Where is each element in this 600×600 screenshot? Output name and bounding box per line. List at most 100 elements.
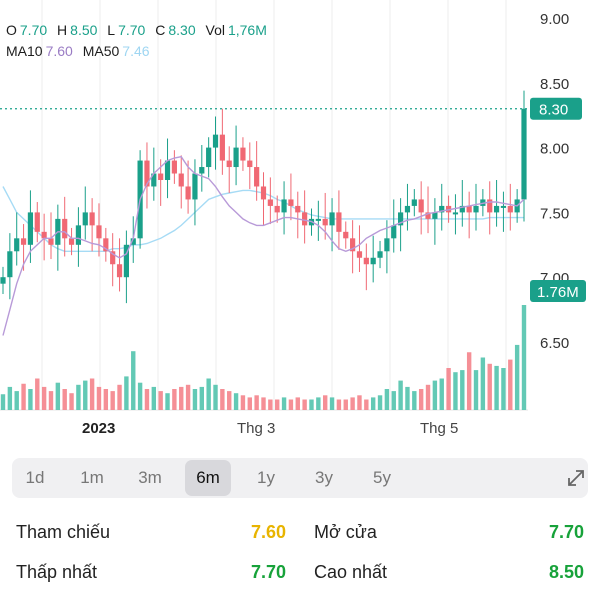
volume-bar <box>233 393 239 410</box>
ohlc-legend: O 7.70 H 8.50 L 7.70 C 8.30 Vol 1,76M <box>6 22 273 38</box>
close-value: 8.30 <box>168 22 196 38</box>
high-value: 8.50 <box>70 22 98 38</box>
candle-body <box>144 160 150 187</box>
volume-value: 1,76M <box>227 22 267 38</box>
candle-body <box>507 205 513 213</box>
candle-body <box>7 251 13 278</box>
volume-bar <box>158 391 163 410</box>
low-price-value: 7.70 <box>250 562 286 582</box>
candle-body <box>432 212 438 219</box>
volume-bar <box>69 393 74 410</box>
price-chart[interactable]: 9.008.508.007.507.006.50 2023 Thg 3 Thg 5 … <box>0 0 600 450</box>
ma10-key: MA10 <box>6 43 43 59</box>
volume-bar <box>432 380 438 410</box>
volume-bar <box>288 399 294 410</box>
volume-bar <box>7 386 13 410</box>
volume-bar <box>329 397 335 410</box>
candle-body <box>411 199 417 206</box>
candle-body <box>329 212 335 226</box>
ma10-line <box>2 155 525 336</box>
expand-icon[interactable] <box>558 460 594 496</box>
volume-bar <box>446 368 451 410</box>
candle-body <box>226 160 232 168</box>
reference-value: 7.60 <box>250 522 286 542</box>
volume-bar <box>76 384 81 410</box>
candle-body <box>171 160 177 174</box>
volume-bar <box>0 394 6 410</box>
open-label: Mở cửa <box>314 522 377 542</box>
volume-bar <box>103 389 109 410</box>
candle-body <box>48 238 54 245</box>
candle-body <box>212 134 219 148</box>
tab-6m[interactable]: 6m <box>185 460 231 496</box>
candle-body <box>41 231 47 239</box>
volume-bar <box>473 370 479 410</box>
candle-body <box>103 238 109 252</box>
volume-bar <box>391 391 396 410</box>
last-price-line: 8.30 1.76M <box>0 97 586 302</box>
volume-bar <box>302 399 307 410</box>
x-tick-label: 2023 <box>82 420 115 437</box>
candle-body <box>164 160 171 180</box>
volume-bar <box>275 399 280 410</box>
tab-1y[interactable]: 1y <box>257 468 275 487</box>
candle-body <box>89 212 95 226</box>
tab-3m[interactable]: 3m <box>138 468 162 487</box>
candle-body <box>27 212 34 245</box>
candle-body <box>398 212 404 226</box>
y-tick-label: 7.50 <box>540 205 569 222</box>
candle-body <box>363 257 369 265</box>
candle-body <box>295 205 301 213</box>
high-key: H <box>57 22 68 38</box>
candle-body <box>0 277 6 284</box>
volume-bar <box>172 389 177 410</box>
candle-body <box>404 205 411 213</box>
candle-body <box>199 167 205 174</box>
candle-body <box>20 238 27 245</box>
tab-5y[interactable]: 5y <box>373 468 391 487</box>
volume-bar <box>110 391 115 410</box>
period-selector: 1d 1m 3m 6m 1y 3y 5y <box>12 458 588 498</box>
volume-bar <box>295 397 300 410</box>
volume-bar <box>179 386 184 410</box>
candle-body <box>459 205 465 213</box>
volume-bar <box>439 378 444 410</box>
volume-bar <box>453 372 458 410</box>
volume-bar <box>466 352 472 410</box>
volume-bar <box>227 391 232 410</box>
candle-body <box>439 205 445 213</box>
tab-1d[interactable]: 1d <box>25 468 45 487</box>
volume-bar <box>268 399 273 410</box>
volume-bar <box>206 378 211 410</box>
last-price-badge <box>530 97 582 120</box>
candle-body <box>14 238 20 252</box>
volume-bar <box>261 397 266 410</box>
volume-bar <box>240 395 246 410</box>
ma10-path <box>2 155 525 336</box>
tab-3y[interactable]: 3y <box>315 468 333 487</box>
ma50-value: 7.46 <box>122 43 150 59</box>
volume-bar <box>192 389 198 410</box>
close-key: C <box>155 22 166 38</box>
candle-body <box>151 173 157 187</box>
volume-bar <box>377 395 383 410</box>
candle-body <box>178 173 184 187</box>
candle-body <box>240 147 246 161</box>
candle-body <box>219 134 225 161</box>
candle-body <box>452 212 459 215</box>
candle-body <box>487 199 493 213</box>
volume-bar <box>96 386 102 410</box>
volume-bar <box>62 389 67 410</box>
open-key: O <box>6 22 17 38</box>
last-price-label: 8.30 <box>539 102 568 119</box>
volume-bar <box>41 386 47 410</box>
tab-1m[interactable]: 1m <box>80 468 104 487</box>
high-price-value: 8.50 <box>548 562 584 582</box>
candle-body <box>158 173 164 180</box>
volume-bar <box>35 378 40 410</box>
volume-bar <box>55 382 61 410</box>
ma10-value: 7.60 <box>45 43 73 59</box>
volume-bar <box>487 363 492 410</box>
candle-body <box>260 186 267 200</box>
volume-bar <box>89 378 95 410</box>
